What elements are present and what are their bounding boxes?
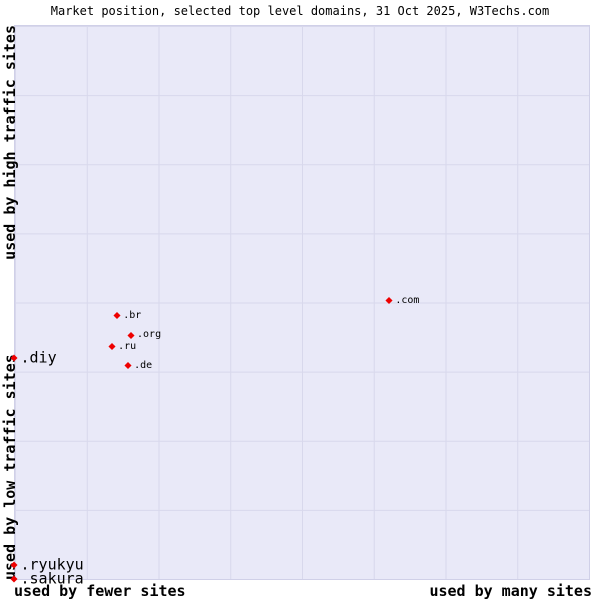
point-label: .org: [137, 329, 162, 341]
data-point-de: .de: [124, 359, 153, 371]
data-point-com: .com: [385, 294, 420, 306]
data-point-ru: .ru: [108, 340, 137, 352]
diamond-marker-icon: [10, 561, 18, 569]
point-label: .br: [123, 309, 142, 321]
data-point-sakura: .sakura: [10, 569, 84, 588]
point-label: .ru: [118, 340, 137, 352]
diamond-marker-icon: [124, 361, 132, 370]
data-point-ryukyu: .ryukyu: [10, 555, 84, 574]
diamond-marker-icon: [108, 343, 116, 351]
point-label: .ryukyu: [20, 555, 84, 574]
point-label: .diy: [20, 348, 57, 367]
x-axis-label-many-sites: used by many sites: [429, 582, 592, 600]
plot-area: .com .br .org .ru .de .diy .ryukyu .sakura: [10, 25, 590, 586]
point-label: .de: [134, 359, 153, 371]
chart-title: Market position, selected top level doma…: [50, 4, 550, 18]
point-label: .sakura: [20, 569, 84, 588]
point-label: .com: [395, 294, 420, 306]
diamond-marker-icon: [126, 331, 135, 339]
diamond-marker-icon: [113, 312, 121, 320]
data-point-diy: .diy: [10, 348, 57, 367]
data-point-br: .br: [113, 309, 142, 321]
data-point-org: .org: [126, 329, 162, 341]
x-axis-label-fewer-sites: used by fewer sites: [14, 582, 186, 600]
diamond-marker-icon: [10, 575, 18, 583]
diamond-marker-icon: [10, 354, 18, 362]
diamond-marker-icon: [385, 297, 393, 305]
y-axis-label-low-traffic: used by low traffic sites: [1, 354, 19, 580]
y-axis-label-high-traffic: used by high traffic sites: [1, 25, 19, 260]
